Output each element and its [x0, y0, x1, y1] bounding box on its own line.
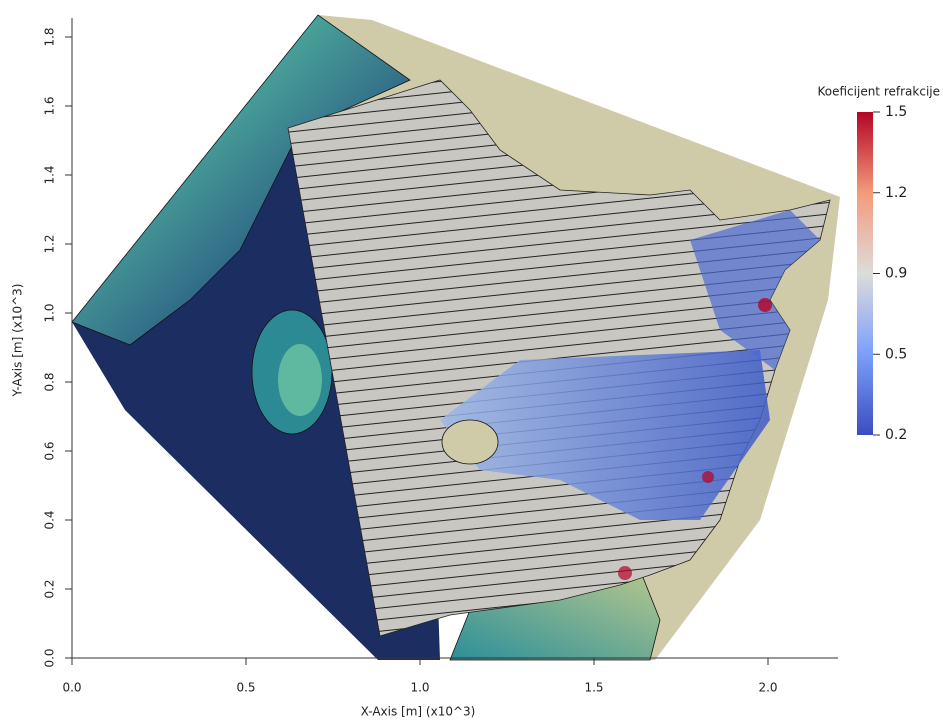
colorbar-tick-label: 0.9 [885, 266, 907, 282]
low-coefficient-edge [690, 210, 820, 370]
y-axis-title: Y-Axis [m] (x10^3) [11, 284, 25, 398]
y-tick-label: 1.6 [43, 96, 57, 115]
colorbar-title: Koeficijent refrakcije [818, 85, 941, 99]
field [71, 14, 840, 661]
x-tick-label: 1.5 [584, 681, 603, 695]
y-tick-label: 1.0 [43, 303, 57, 322]
colorbar-tick-label: 1.2 [885, 185, 907, 201]
x-tick-label: 2.0 [758, 681, 777, 695]
low-coefficient-zone [440, 350, 770, 520]
y-tick-label: 1.2 [43, 234, 57, 253]
hotspot [618, 566, 632, 580]
colorbar-tick-label: 1.5 [885, 104, 907, 120]
y-tick-label: 1.8 [43, 27, 57, 46]
island [441, 419, 499, 465]
y-tick-label: 0.0 [43, 648, 57, 667]
colorbar-tick-label: 0.2 [885, 427, 907, 443]
colorbar-tick-label: 0.5 [885, 346, 907, 362]
x-tick-label: 0.5 [236, 681, 255, 695]
shoal-core [278, 344, 322, 416]
x-axis-title: X-Axis [m] (x10^3) [361, 705, 476, 719]
hotspot [758, 298, 772, 312]
x-tick-label: 0.0 [62, 681, 81, 695]
shallow-band [71, 14, 411, 346]
colorbar [857, 112, 873, 435]
y-tick-label: 0.2 [43, 579, 57, 598]
y-tick-label: 0.8 [43, 372, 57, 391]
x-tick-label: 1.0 [410, 681, 429, 695]
y-tick-label: 1.4 [43, 165, 57, 184]
y-tick-label: 0.6 [43, 441, 57, 460]
hotspot [702, 471, 714, 483]
y-tick-label: 0.4 [43, 510, 57, 529]
